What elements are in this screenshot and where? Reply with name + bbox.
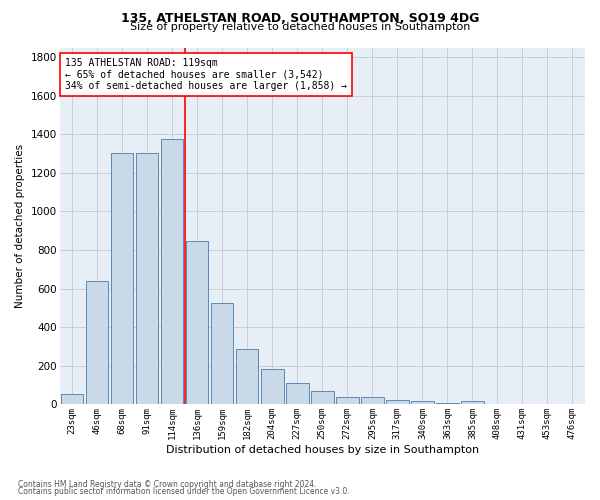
Bar [336, 396, 359, 404]
Text: Contains HM Land Registry data © Crown copyright and database right 2024.: Contains HM Land Registry data © Crown c… [18, 480, 317, 489]
Text: Contains public sector information licensed under the Open Government Licence v3: Contains public sector information licen… [18, 487, 350, 496]
Bar [461, 400, 484, 404]
Bar [186, 242, 208, 404]
Bar [111, 152, 133, 404]
Bar [386, 400, 409, 404]
Text: Size of property relative to detached houses in Southampton: Size of property relative to detached ho… [130, 22, 470, 32]
Bar [311, 391, 334, 404]
Bar [61, 394, 83, 404]
Text: 135, ATHELSTAN ROAD, SOUTHAMPTON, SO19 4DG: 135, ATHELSTAN ROAD, SOUTHAMPTON, SO19 4… [121, 12, 479, 26]
Bar [261, 368, 284, 404]
Bar [136, 152, 158, 404]
Bar [411, 400, 434, 404]
Bar [286, 383, 308, 404]
Text: 135 ATHELSTAN ROAD: 119sqm
← 65% of detached houses are smaller (3,542)
34% of s: 135 ATHELSTAN ROAD: 119sqm ← 65% of deta… [65, 58, 347, 92]
Bar [236, 350, 259, 405]
Bar [161, 139, 184, 404]
Y-axis label: Number of detached properties: Number of detached properties [15, 144, 25, 308]
Bar [86, 281, 109, 404]
X-axis label: Distribution of detached houses by size in Southampton: Distribution of detached houses by size … [166, 445, 479, 455]
Bar [361, 396, 383, 404]
Bar [211, 303, 233, 404]
